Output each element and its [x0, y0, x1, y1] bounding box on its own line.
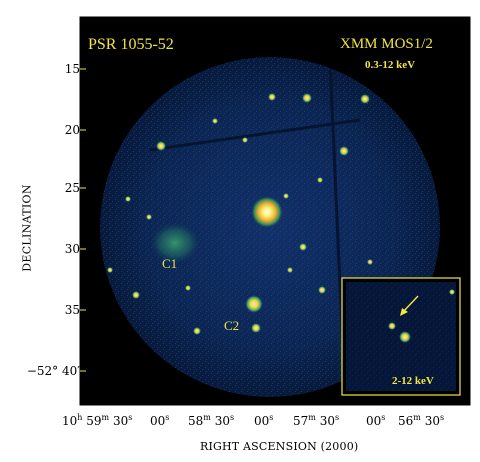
- image-title: PSR 1055-52: [88, 36, 174, 53]
- y-tick-label: 30: [64, 242, 80, 256]
- source-label-c2: C2: [224, 318, 240, 333]
- x-tick-label: 00s: [366, 413, 386, 428]
- x-tick-label: 10h 59m 30s: [62, 413, 133, 428]
- x-tick-label: 00s: [254, 413, 274, 428]
- y-axis-ticks: [80, 68, 86, 372]
- x-tick-label: 56m 30s: [398, 413, 445, 428]
- y-tick-label: −52° 40′: [26, 364, 80, 378]
- x-tick-label: 58m 30s: [188, 413, 235, 428]
- y-axis-label: DECLINATION: [20, 184, 34, 272]
- source-label-c1: C1: [162, 256, 178, 271]
- instrument-label: XMM MOS1/2: [340, 36, 433, 52]
- point-sources: [107, 93, 373, 335]
- energy-band-inset: 2-12 keV: [392, 375, 434, 387]
- x-axis-label: RIGHT ASCENSION (2000): [200, 440, 359, 453]
- plot-frame: [79, 16, 471, 406]
- energy-band-main: 0.3-12 keV: [365, 59, 416, 71]
- inset-panel: [341, 277, 461, 396]
- y-tick-label: 35: [64, 303, 80, 317]
- y-tick-label: 25: [64, 181, 80, 195]
- y-tick-label: 15: [64, 62, 80, 76]
- y-tick-label: 20: [64, 123, 80, 137]
- x-tick-label: 57m 30s: [293, 413, 340, 428]
- x-tick-label: 00s: [150, 413, 170, 428]
